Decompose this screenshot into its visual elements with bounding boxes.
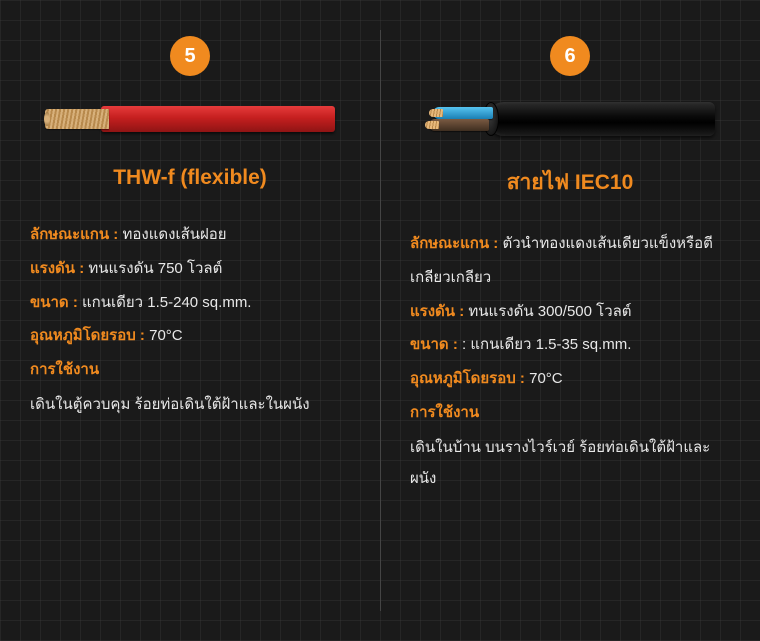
left-column: 5 THW-f (flexible) ลักษณะแกน : ทองแดงเส้… <box>0 0 380 641</box>
temp-value: 70°C <box>149 327 183 344</box>
cable-thwf-illustration <box>30 94 350 144</box>
size-label: ขนาด : <box>410 336 458 353</box>
vertical-divider <box>380 30 381 611</box>
core-label: ลักษณะแกน : <box>30 226 118 243</box>
badge-6: 6 <box>550 36 590 76</box>
left-specs: ลักษณะแกน : ทองแดงเส้นฝอย แรงดัน : ทนแรง… <box>30 218 350 420</box>
left-title: THW-f (flexible) <box>30 166 350 190</box>
spec-voltage: แรงดัน : ทนแรงดัน 300/500 โวลต์ <box>410 295 730 329</box>
temp-label: อุณหภูมิโดยรอบ : <box>30 327 145 344</box>
core-value: ทองแดงเส้นฝอย <box>122 226 226 243</box>
usage-body: เดินในตู้ควบคุม ร้อยท่อเดินใต้ฝ้าและในผน… <box>30 389 350 421</box>
spec-temp: อุณหภูมิโดยรอบ : 70°C <box>410 362 730 396</box>
spec-voltage: แรงดัน : ทนแรงดัน 750 โวลต์ <box>30 252 350 286</box>
size-value: : แกนเดียว 1.5-35 sq.mm. <box>462 336 631 353</box>
usage-body: เดินในบ้าน บนรางไวร์เวย์ ร้อยท่อเดินใต้ฝ… <box>410 432 730 495</box>
usage-label: การใช้งาน <box>410 404 479 421</box>
spec-core: ลักษณะแกน : ตัวนำทองแดงเส้นเดียวแข็งหรือ… <box>410 227 730 295</box>
voltage-label: แรงดัน : <box>30 260 84 277</box>
right-specs: ลักษณะแกน : ตัวนำทองแดงเส้นเดียวแข็งหรือ… <box>410 227 730 495</box>
temp-label: อุณหภูมิโดยรอบ : <box>410 370 525 387</box>
right-column: 6 สายไฟ IEC10 ลักษณะแกน : ตัวนำทองแดงเส้… <box>380 0 760 641</box>
voltage-label: แรงดัน : <box>410 303 464 320</box>
cable-iec10-illustration <box>410 94 730 144</box>
spec-usage-label: การใช้งาน <box>410 396 730 430</box>
voltage-value: ทนแรงดัน 300/500 โวลต์ <box>468 303 631 320</box>
size-label: ขนาด : <box>30 294 78 311</box>
spec-size: ขนาด : : แกนเดียว 1.5-35 sq.mm. <box>410 328 730 362</box>
core-label: ลักษณะแกน : <box>410 235 498 252</box>
usage-label: การใช้งาน <box>30 361 99 378</box>
spec-core: ลักษณะแกน : ทองแดงเส้นฝอย <box>30 218 350 252</box>
voltage-value: ทนแรงดัน 750 โวลต์ <box>88 260 222 277</box>
size-value: แกนเดียว 1.5-240 sq.mm. <box>82 294 251 311</box>
spec-size: ขนาด : แกนเดียว 1.5-240 sq.mm. <box>30 286 350 320</box>
badge-5: 5 <box>170 36 210 76</box>
spec-usage-label: การใช้งาน <box>30 353 350 387</box>
spec-temp: อุณหภูมิโดยรอบ : 70°C <box>30 319 350 353</box>
temp-value: 70°C <box>529 370 563 387</box>
right-title: สายไฟ IEC10 <box>410 166 730 199</box>
